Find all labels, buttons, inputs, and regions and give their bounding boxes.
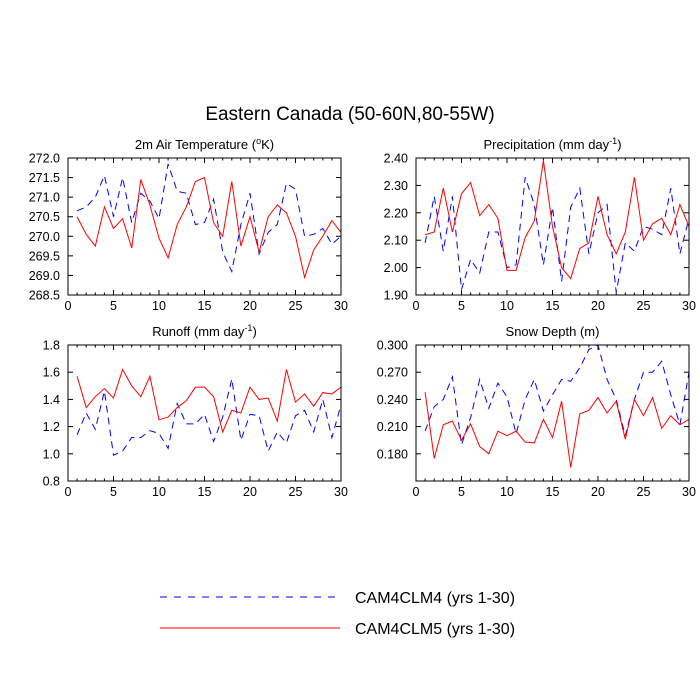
- panel-precipitation: Precipitation (mm day-1) 0 5 10 15 20 25 30 1.90…: [384, 136, 696, 313]
- series-group-runoff: [76, 368, 341, 456]
- series-line-cam4clm4-precipitation: [424, 177, 689, 293]
- series-line-cam4clm5-precipitation: [424, 160, 689, 280]
- y-tick-label-snow-depth: 0.180: [377, 447, 408, 461]
- y-tick-label-precipitation: 1.90: [384, 289, 408, 303]
- x-tick-label-precipitation: 10: [500, 299, 514, 313]
- x-tick-label-temperature: 0: [65, 299, 72, 313]
- y-tick-label-snow-depth: 0.240: [377, 393, 408, 407]
- x-tick-label-runoff: 0: [65, 485, 72, 499]
- x-tick-label-snow-depth: 30: [682, 485, 696, 499]
- y-tick-label-runoff: 1.2: [43, 420, 60, 434]
- y-tick-label-temperature: 270.5: [29, 210, 60, 224]
- panel-snow-depth: Snow Depth (m) 0 5 10 15 20 25 30 0.180 0.210 0.24…: [377, 324, 696, 499]
- y-tick-label-runoff: 1.4: [43, 393, 60, 407]
- series-line-cam4clm4-runoff: [76, 378, 341, 456]
- y-tick-label-precipitation: 2.00: [384, 261, 408, 275]
- x-tick-label-precipitation: 15: [546, 299, 560, 313]
- series-line-cam4clm5-runoff: [76, 368, 341, 434]
- panel-runoff: Runoff (mm day-1) 0 5 10 15 20 25 30 0.8 1.0 1.2 1.…: [43, 323, 348, 499]
- panels-container: 2m Air Temperature (oK) 0 5 10 15 20 25 30 268.5…: [29, 136, 696, 499]
- series-line-cam4clm4-temperature: [76, 163, 341, 274]
- x-tick-label-snow-depth: 15: [546, 485, 560, 499]
- x-tick-label-temperature: 10: [152, 299, 166, 313]
- series-group-precipitation: [424, 160, 689, 293]
- x-tick-label-temperature: 5: [110, 299, 117, 313]
- x-tick-label-temperature: 30: [334, 299, 348, 313]
- x-tick-label-runoff: 10: [152, 485, 166, 499]
- y-tick-label-temperature: 268.5: [29, 289, 60, 303]
- legend-label-cam4clm4: CAM4CLM4 (yrs 1-30): [355, 590, 515, 607]
- x-tick-label-runoff: 25: [289, 485, 303, 499]
- x-tick-label-runoff: 30: [334, 485, 348, 499]
- y-tick-label-temperature: 269.0: [29, 269, 60, 283]
- panel-temperature: 2m Air Temperature (oK) 0 5 10 15 20 25 30 268.5…: [29, 136, 348, 313]
- x-tick-label-precipitation: 0: [413, 299, 420, 313]
- y-tick-label-runoff: 1.8: [43, 339, 60, 353]
- series-line-cam4clm5-snow-depth: [424, 392, 689, 468]
- series-line-cam4clm4-snow-depth: [424, 345, 689, 445]
- figure-title: Eastern Canada (50-60N,80-55W): [205, 104, 494, 125]
- y-tick-label-runoff: 1.0: [43, 447, 60, 461]
- x-tick-label-precipitation: 30: [682, 299, 696, 313]
- legend: CAM4CLM4 (yrs 1-30) CAM4CLM5 (yrs 1-30): [160, 590, 515, 638]
- panel-title-precipitation: Precipitation (mm day-1): [483, 136, 621, 152]
- y-tick-label-temperature: 270.0: [29, 230, 60, 244]
- y-tick-label-snow-depth: 0.210: [377, 420, 408, 434]
- y-tick-label-snow-depth: 0.270: [377, 366, 408, 380]
- x-tick-label-precipitation: 20: [591, 299, 605, 313]
- x-tick-label-precipitation: 25: [637, 299, 651, 313]
- panel-title-temperature: 2m Air Temperature (oK): [135, 136, 274, 152]
- y-tick-label-temperature: 272.0: [29, 152, 60, 166]
- x-tick-label-snow-depth: 5: [458, 485, 465, 499]
- x-tick-label-temperature: 20: [243, 299, 257, 313]
- series-group-temperature: [76, 163, 341, 280]
- legend-label-cam4clm5: CAM4CLM5 (yrs 1-30): [355, 621, 515, 638]
- y-tick-label-snow-depth: 0.300: [377, 339, 408, 353]
- series-line-cam4clm5-temperature: [76, 176, 341, 280]
- x-tick-label-snow-depth: 20: [591, 485, 605, 499]
- x-tick-label-precipitation: 5: [458, 299, 465, 313]
- y-tick-label-runoff: 0.8: [43, 475, 60, 489]
- y-tick-label-temperature: 271.0: [29, 191, 60, 205]
- y-tick-label-temperature: 269.5: [29, 249, 60, 263]
- plot-frame-runoff: [67, 344, 342, 482]
- y-tick-label-precipitation: 2.30: [384, 179, 408, 193]
- y-tick-label-temperature: 271.5: [29, 171, 60, 185]
- y-tick-label-precipitation: 2.10: [384, 234, 408, 248]
- x-tick-label-temperature: 25: [289, 299, 303, 313]
- x-tick-label-runoff: 5: [110, 485, 117, 499]
- panel-title-runoff: Runoff (mm day-1): [152, 323, 257, 339]
- x-tick-label-snow-depth: 0: [413, 485, 420, 499]
- x-tick-label-snow-depth: 10: [500, 485, 514, 499]
- panel-title-snow-depth: Snow Depth (m): [506, 324, 600, 339]
- x-tick-label-snow-depth: 25: [637, 485, 651, 499]
- x-tick-label-runoff: 15: [198, 485, 212, 499]
- y-tick-label-runoff: 1.6: [43, 366, 60, 380]
- series-group-snow-depth: [424, 345, 689, 468]
- y-tick-label-precipitation: 2.20: [384, 206, 408, 220]
- y-tick-label-precipitation: 2.40: [384, 152, 408, 166]
- x-tick-label-runoff: 20: [243, 485, 257, 499]
- x-tick-label-temperature: 15: [198, 299, 212, 313]
